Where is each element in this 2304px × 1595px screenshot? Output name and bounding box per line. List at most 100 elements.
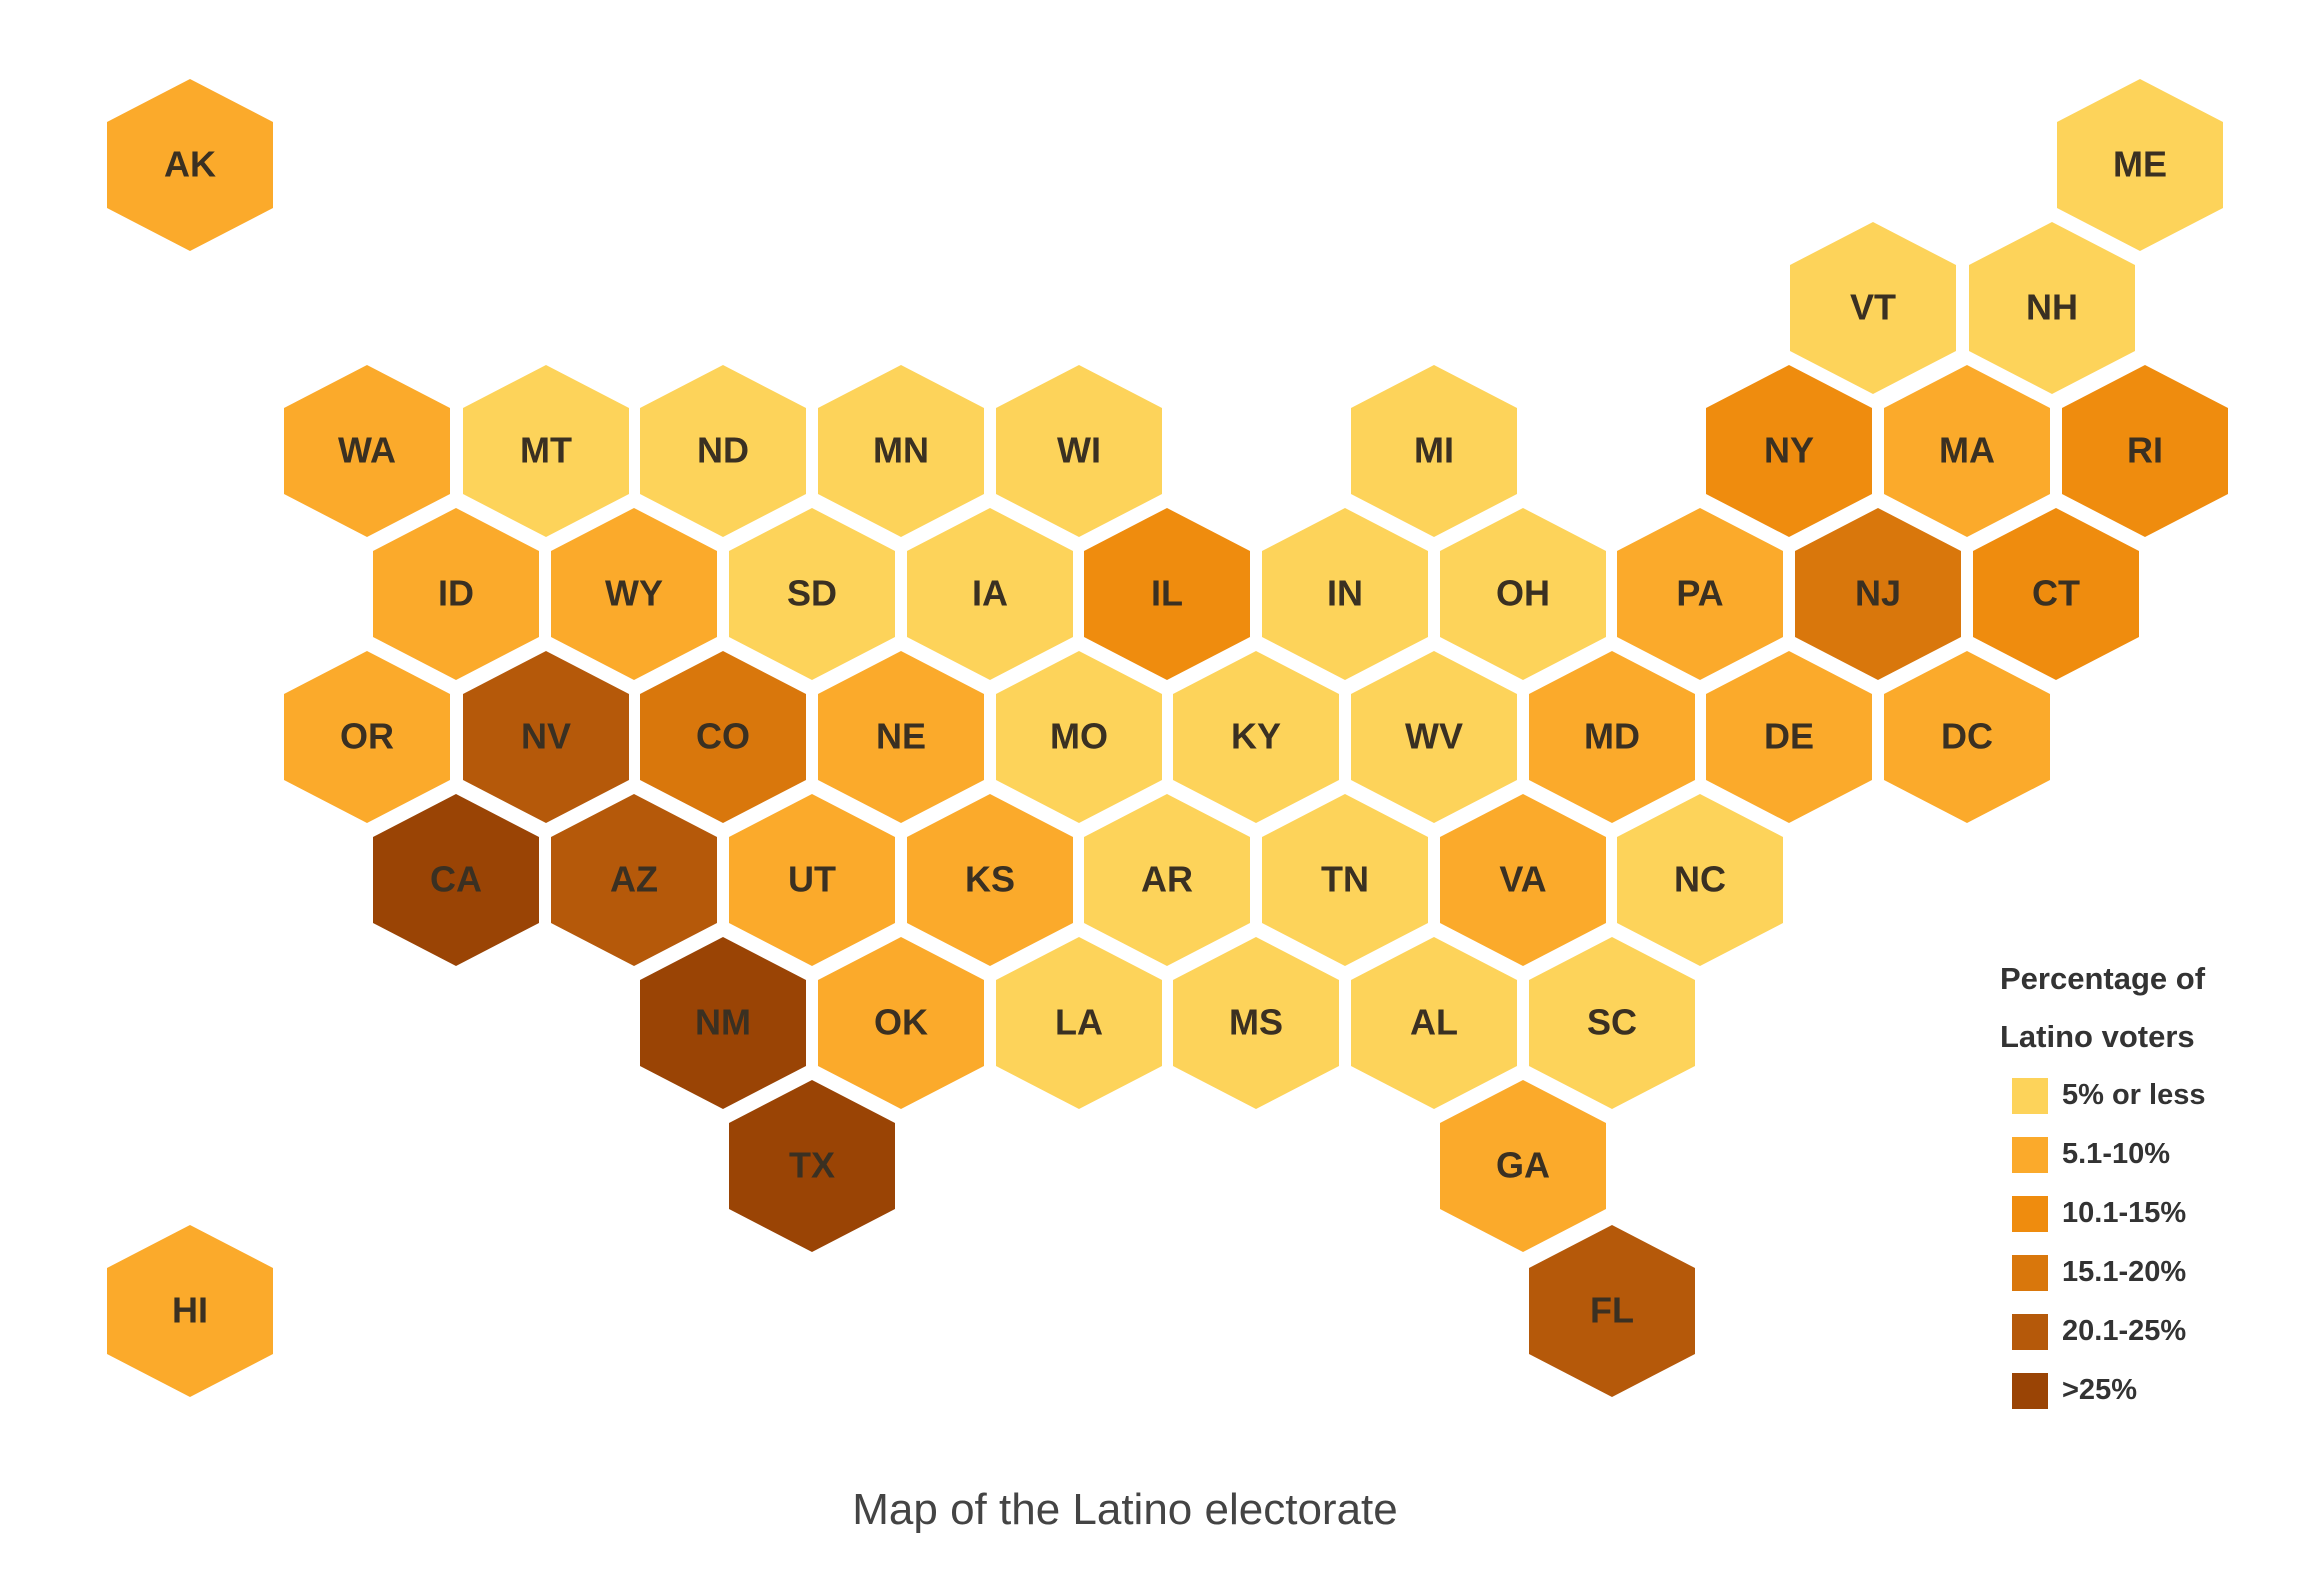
legend-label: 5.1-10% <box>2062 1138 2171 1170</box>
state-hex-ca: CA <box>373 794 539 966</box>
state-label: WV <box>1405 716 1463 757</box>
state-hex-shape <box>284 651 450 823</box>
state-hex-ma: MA <box>1884 365 2050 537</box>
state-label: MT <box>520 430 572 471</box>
state-label: IA <box>972 573 1008 614</box>
state-hex-sd: SD <box>729 508 895 680</box>
state-label: AL <box>1410 1002 1458 1043</box>
state-hex-mn: MN <box>818 365 984 537</box>
state-hex-nh: NH <box>1969 222 2135 394</box>
state-hex-al: AL <box>1351 937 1517 1109</box>
state-hex-shape <box>1351 937 1517 1109</box>
legend-item: >25% <box>2000 1361 2260 1420</box>
state-hex-shape <box>1440 508 1606 680</box>
state-hex-ut: UT <box>729 794 895 966</box>
state-hex-sc: SC <box>1529 937 1695 1109</box>
legend-item: 10.1-15% <box>2000 1184 2260 1243</box>
state-hex-shape <box>1084 508 1250 680</box>
state-hex-shape <box>1973 508 2139 680</box>
state-label: OK <box>874 1002 928 1043</box>
state-hex-ri: RI <box>2062 365 2228 537</box>
state-hex-shape <box>1262 508 1428 680</box>
state-hex-mi: MI <box>1351 365 1517 537</box>
state-label: OH <box>1496 573 1550 614</box>
state-label: CT <box>2032 573 2080 614</box>
legend-item: 5% or less <box>2000 1066 2260 1125</box>
state-hex-de: DE <box>1706 651 1872 823</box>
map-caption: Map of the Latino electorate <box>852 1485 1398 1534</box>
state-hex-md: MD <box>1529 651 1695 823</box>
state-hex-ct: CT <box>1973 508 2139 680</box>
state-hex-shape <box>373 508 539 680</box>
state-hex-shape <box>2062 365 2228 537</box>
state-label: KY <box>1231 716 1281 757</box>
state-hex-shape <box>996 365 1162 537</box>
legend-title-line2: Latino voters <box>2000 1019 2195 1054</box>
legend-item: 15.1-20% <box>2000 1243 2260 1302</box>
state-hex-ms: MS <box>1173 937 1339 1109</box>
state-label: SC <box>1587 1002 1637 1043</box>
state-hex-shape <box>1529 937 1695 1109</box>
legend-swatch <box>2012 1195 2048 1232</box>
state-hex-nm: NM <box>640 937 806 1109</box>
state-hex-shape <box>1706 651 1872 823</box>
state-label: ND <box>697 430 749 471</box>
state-hex-shape <box>1440 794 1606 966</box>
legend-swatch <box>2012 1077 2048 1114</box>
state-hex-shape <box>1173 937 1339 1109</box>
state-hex-mo: MO <box>996 651 1162 823</box>
legend-label: >25% <box>2062 1374 2137 1406</box>
state-hex-oh: OH <box>1440 508 1606 680</box>
state-hex-ks: KS <box>907 794 1073 966</box>
state-hex-pa: PA <box>1617 508 1783 680</box>
state-hex-tn: TN <box>1262 794 1428 966</box>
state-hex-ar: AR <box>1084 794 1250 966</box>
state-hex-shape <box>1529 651 1695 823</box>
state-label: OR <box>340 716 394 757</box>
state-hex-shape <box>818 651 984 823</box>
state-label: CO <box>696 716 750 757</box>
state-label: AR <box>1141 859 1193 900</box>
state-hex-me: ME <box>2057 79 2223 251</box>
state-label: MO <box>1050 716 1108 757</box>
state-hex-shape <box>551 794 717 966</box>
state-hex-shape <box>463 365 629 537</box>
state-label: ME <box>2113 144 2167 185</box>
state-hex-in: IN <box>1262 508 1428 680</box>
state-label: NV <box>521 716 571 757</box>
legend-swatch <box>2012 1136 2048 1173</box>
state-label: AK <box>164 144 216 185</box>
state-hex-shape <box>818 365 984 537</box>
state-hex-hi: HI <box>107 1225 273 1397</box>
state-hex-shape <box>640 365 806 537</box>
state-label: DC <box>1941 716 1993 757</box>
state-hex-shape <box>1262 794 1428 966</box>
state-hex-shape <box>1617 794 1783 966</box>
state-label: VT <box>1850 287 1896 328</box>
state-hex-shape <box>729 1080 895 1252</box>
state-hex-shape <box>1351 651 1517 823</box>
state-hex-shape <box>1529 1225 1695 1397</box>
state-hex-shape <box>551 508 717 680</box>
state-hex-shape <box>373 794 539 966</box>
state-hex-la: LA <box>996 937 1162 1109</box>
state-hex-shape <box>1440 1080 1606 1252</box>
state-label: SD <box>787 573 837 614</box>
state-label: RI <box>2127 430 2163 471</box>
state-hex-wi: WI <box>996 365 1162 537</box>
state-hex-shape <box>996 651 1162 823</box>
state-hex-shape <box>729 508 895 680</box>
state-hex-ia: IA <box>907 508 1073 680</box>
state-label: NH <box>2026 287 2078 328</box>
state-hex-shape <box>1795 508 1961 680</box>
state-hex-shape <box>1790 222 1956 394</box>
state-hex-shape <box>1884 365 2050 537</box>
state-hex-id: ID <box>373 508 539 680</box>
state-hex-wa: WA <box>284 365 450 537</box>
legend-label: 20.1-25% <box>2062 1315 2187 1347</box>
state-hex-shape <box>284 365 450 537</box>
state-hex-or: OR <box>284 651 450 823</box>
state-hex-shape <box>1706 365 1872 537</box>
state-hex-nj: NJ <box>1795 508 1961 680</box>
